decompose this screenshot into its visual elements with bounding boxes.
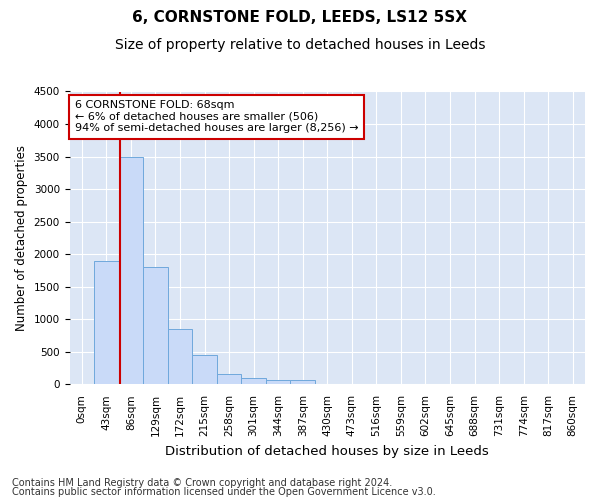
Bar [143,267,168,384]
Y-axis label: Number of detached properties: Number of detached properties [15,145,28,331]
Bar [217,374,241,384]
Bar [119,156,143,384]
Bar [266,380,290,384]
X-axis label: Distribution of detached houses by size in Leeds: Distribution of detached houses by size … [166,444,489,458]
Text: 6 CORNSTONE FOLD: 68sqm
← 6% of detached houses are smaller (506)
94% of semi-de: 6 CORNSTONE FOLD: 68sqm ← 6% of detached… [74,100,358,134]
Bar [192,355,217,384]
Text: Contains HM Land Registry data © Crown copyright and database right 2024.: Contains HM Land Registry data © Crown c… [12,478,392,488]
Text: Contains public sector information licensed under the Open Government Licence v3: Contains public sector information licen… [12,487,436,497]
Text: Size of property relative to detached houses in Leeds: Size of property relative to detached ho… [115,38,485,52]
Bar [168,329,192,384]
Bar [241,378,266,384]
Bar [94,260,119,384]
Bar [290,380,315,384]
Text: 6, CORNSTONE FOLD, LEEDS, LS12 5SX: 6, CORNSTONE FOLD, LEEDS, LS12 5SX [133,10,467,25]
